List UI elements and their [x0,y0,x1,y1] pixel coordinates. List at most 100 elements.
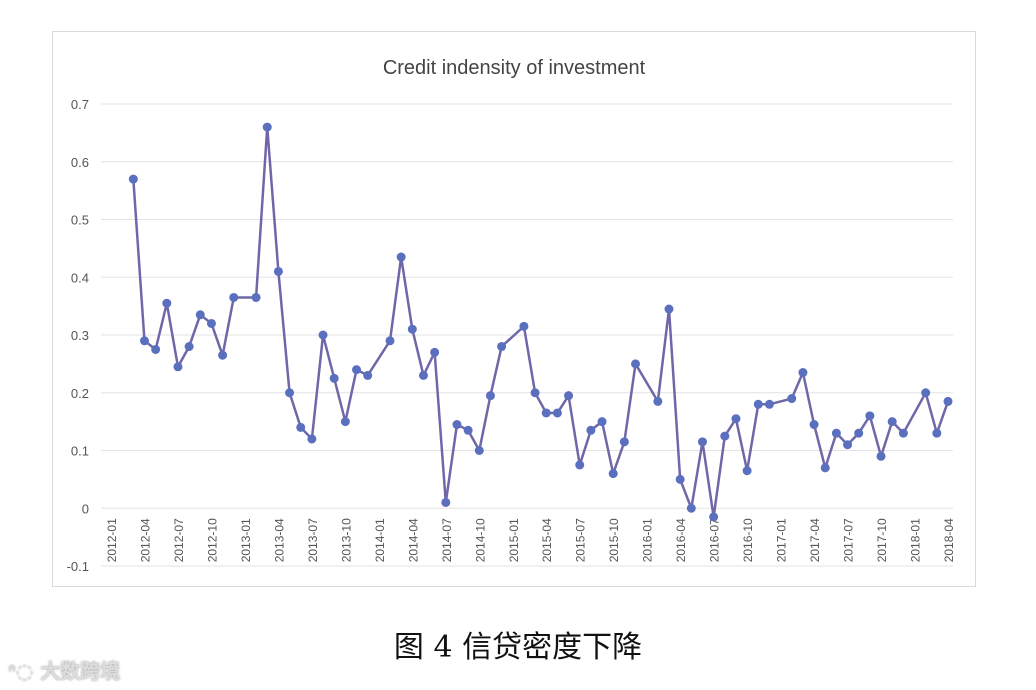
data-point [218,350,228,360]
data-point [307,434,317,444]
data-point [831,428,841,438]
x-tick-label: 2017-10 [875,518,889,562]
data-point [843,440,853,450]
data-point [363,370,373,380]
data-point [485,391,495,401]
data-point [229,292,239,302]
data-point [452,420,462,430]
y-tick-label: 0.1 [71,444,89,459]
data-point [809,420,819,430]
data-point [418,370,428,380]
data-point [876,451,886,461]
data-point [151,344,161,354]
data-point [519,321,529,331]
data-point [887,417,897,427]
data-point [932,428,942,438]
data-point [441,497,451,507]
data-point [497,342,507,352]
x-tick-label: 2016-01 [641,518,655,562]
y-tick-label: 0 [82,501,89,516]
data-point [251,292,261,302]
y-tick-label: 0.5 [71,213,89,228]
x-tick-label: 2013-07 [306,518,320,562]
data-point [285,388,295,398]
x-tick-label: 2017-01 [775,518,789,562]
data-point [943,396,953,406]
x-tick-label: 2017-07 [842,518,856,562]
x-tick-label: 2018-01 [909,518,923,562]
data-point [318,330,328,340]
chart-frame: Credit indensity of investment -0.1 0 0.1 0.… [52,31,976,587]
series-line [132,127,950,518]
data-point [653,396,663,406]
x-tick-label: 2012-07 [172,518,186,562]
data-point [552,408,562,418]
x-tick-label: 2012-10 [205,518,219,562]
data-point [262,122,272,132]
data-point [697,437,707,447]
data-point [575,460,585,470]
data-point [139,336,149,346]
data-point [798,368,808,378]
data-point [474,446,484,455]
data-point [463,425,473,435]
data-point [340,417,350,427]
x-tick-label: 2012-04 [138,518,152,562]
x-tick-label: 2012-01 [105,518,119,562]
x-tick-label: 2013-10 [339,518,353,562]
data-point [820,463,830,473]
x-tick-label: 2016-04 [674,518,688,562]
x-tick-label: 2017-04 [808,518,822,562]
watermark-text: 大数跨境 [40,659,121,683]
line-chart: Credit indensity of investment -0.1 0 0.1 0.… [67,57,956,574]
data-point [686,503,696,513]
data-point [787,394,797,404]
data-point [742,466,752,476]
data-point [273,266,283,276]
data-point [128,174,138,184]
chart-title: Credit indensity of investment [383,57,646,79]
data-point [541,408,551,418]
data-point [564,391,574,401]
data-point [664,304,674,314]
data-point [329,373,339,383]
data-point [731,414,741,424]
x-tick-label: 2015-10 [607,518,621,562]
data-point [206,318,216,328]
data-point [854,428,864,438]
data-point [898,428,908,438]
data-point [631,359,641,369]
x-tick-label: 2013-01 [239,518,253,562]
data-point [675,474,685,484]
x-tick-label: 2015-07 [574,518,588,562]
x-tick-label: 2015-04 [540,518,554,562]
y-tick-label: -0.1 [67,559,89,574]
data-point [530,388,540,398]
x-tick-label: 2014-04 [406,518,420,562]
x-tick-label: 2015-01 [507,518,521,562]
x-tick-label: 2016-10 [741,518,755,562]
data-point [173,362,183,372]
y-tick-label: 0.6 [71,155,89,170]
data-point [720,431,730,441]
x-tick-label: 2018-04 [942,518,956,562]
data-point [586,425,596,435]
data-point [407,324,417,334]
y-tick-label: 0.7 [71,97,89,112]
y-tick-label: 0.4 [71,270,89,285]
data-point [709,512,719,522]
watermark-logo: ᐢ◌ 大数跨境 [8,659,121,683]
x-tick-label: 2014-10 [473,518,487,562]
y-tick-label: 0.3 [71,328,89,343]
data-point [597,417,607,427]
data-point [195,310,205,320]
data-point [430,347,440,357]
data-point [184,342,194,352]
x-tick-label: 2014-07 [440,518,454,562]
data-point [385,336,395,346]
data-point [619,437,629,447]
data-point [921,388,931,398]
data-point [296,422,306,432]
data-point [396,252,406,262]
x-tick-label: 2013-04 [272,518,286,562]
